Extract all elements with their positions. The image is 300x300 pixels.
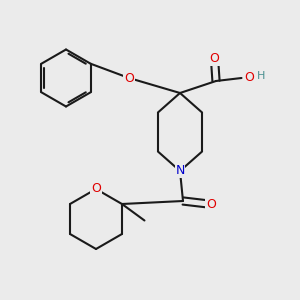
Text: N: N: [175, 164, 185, 178]
Text: O: O: [91, 182, 101, 196]
Text: O: O: [244, 71, 254, 85]
Text: O: O: [206, 197, 216, 211]
Text: O: O: [124, 71, 134, 85]
Text: O: O: [210, 52, 219, 65]
Text: H: H: [257, 71, 266, 82]
